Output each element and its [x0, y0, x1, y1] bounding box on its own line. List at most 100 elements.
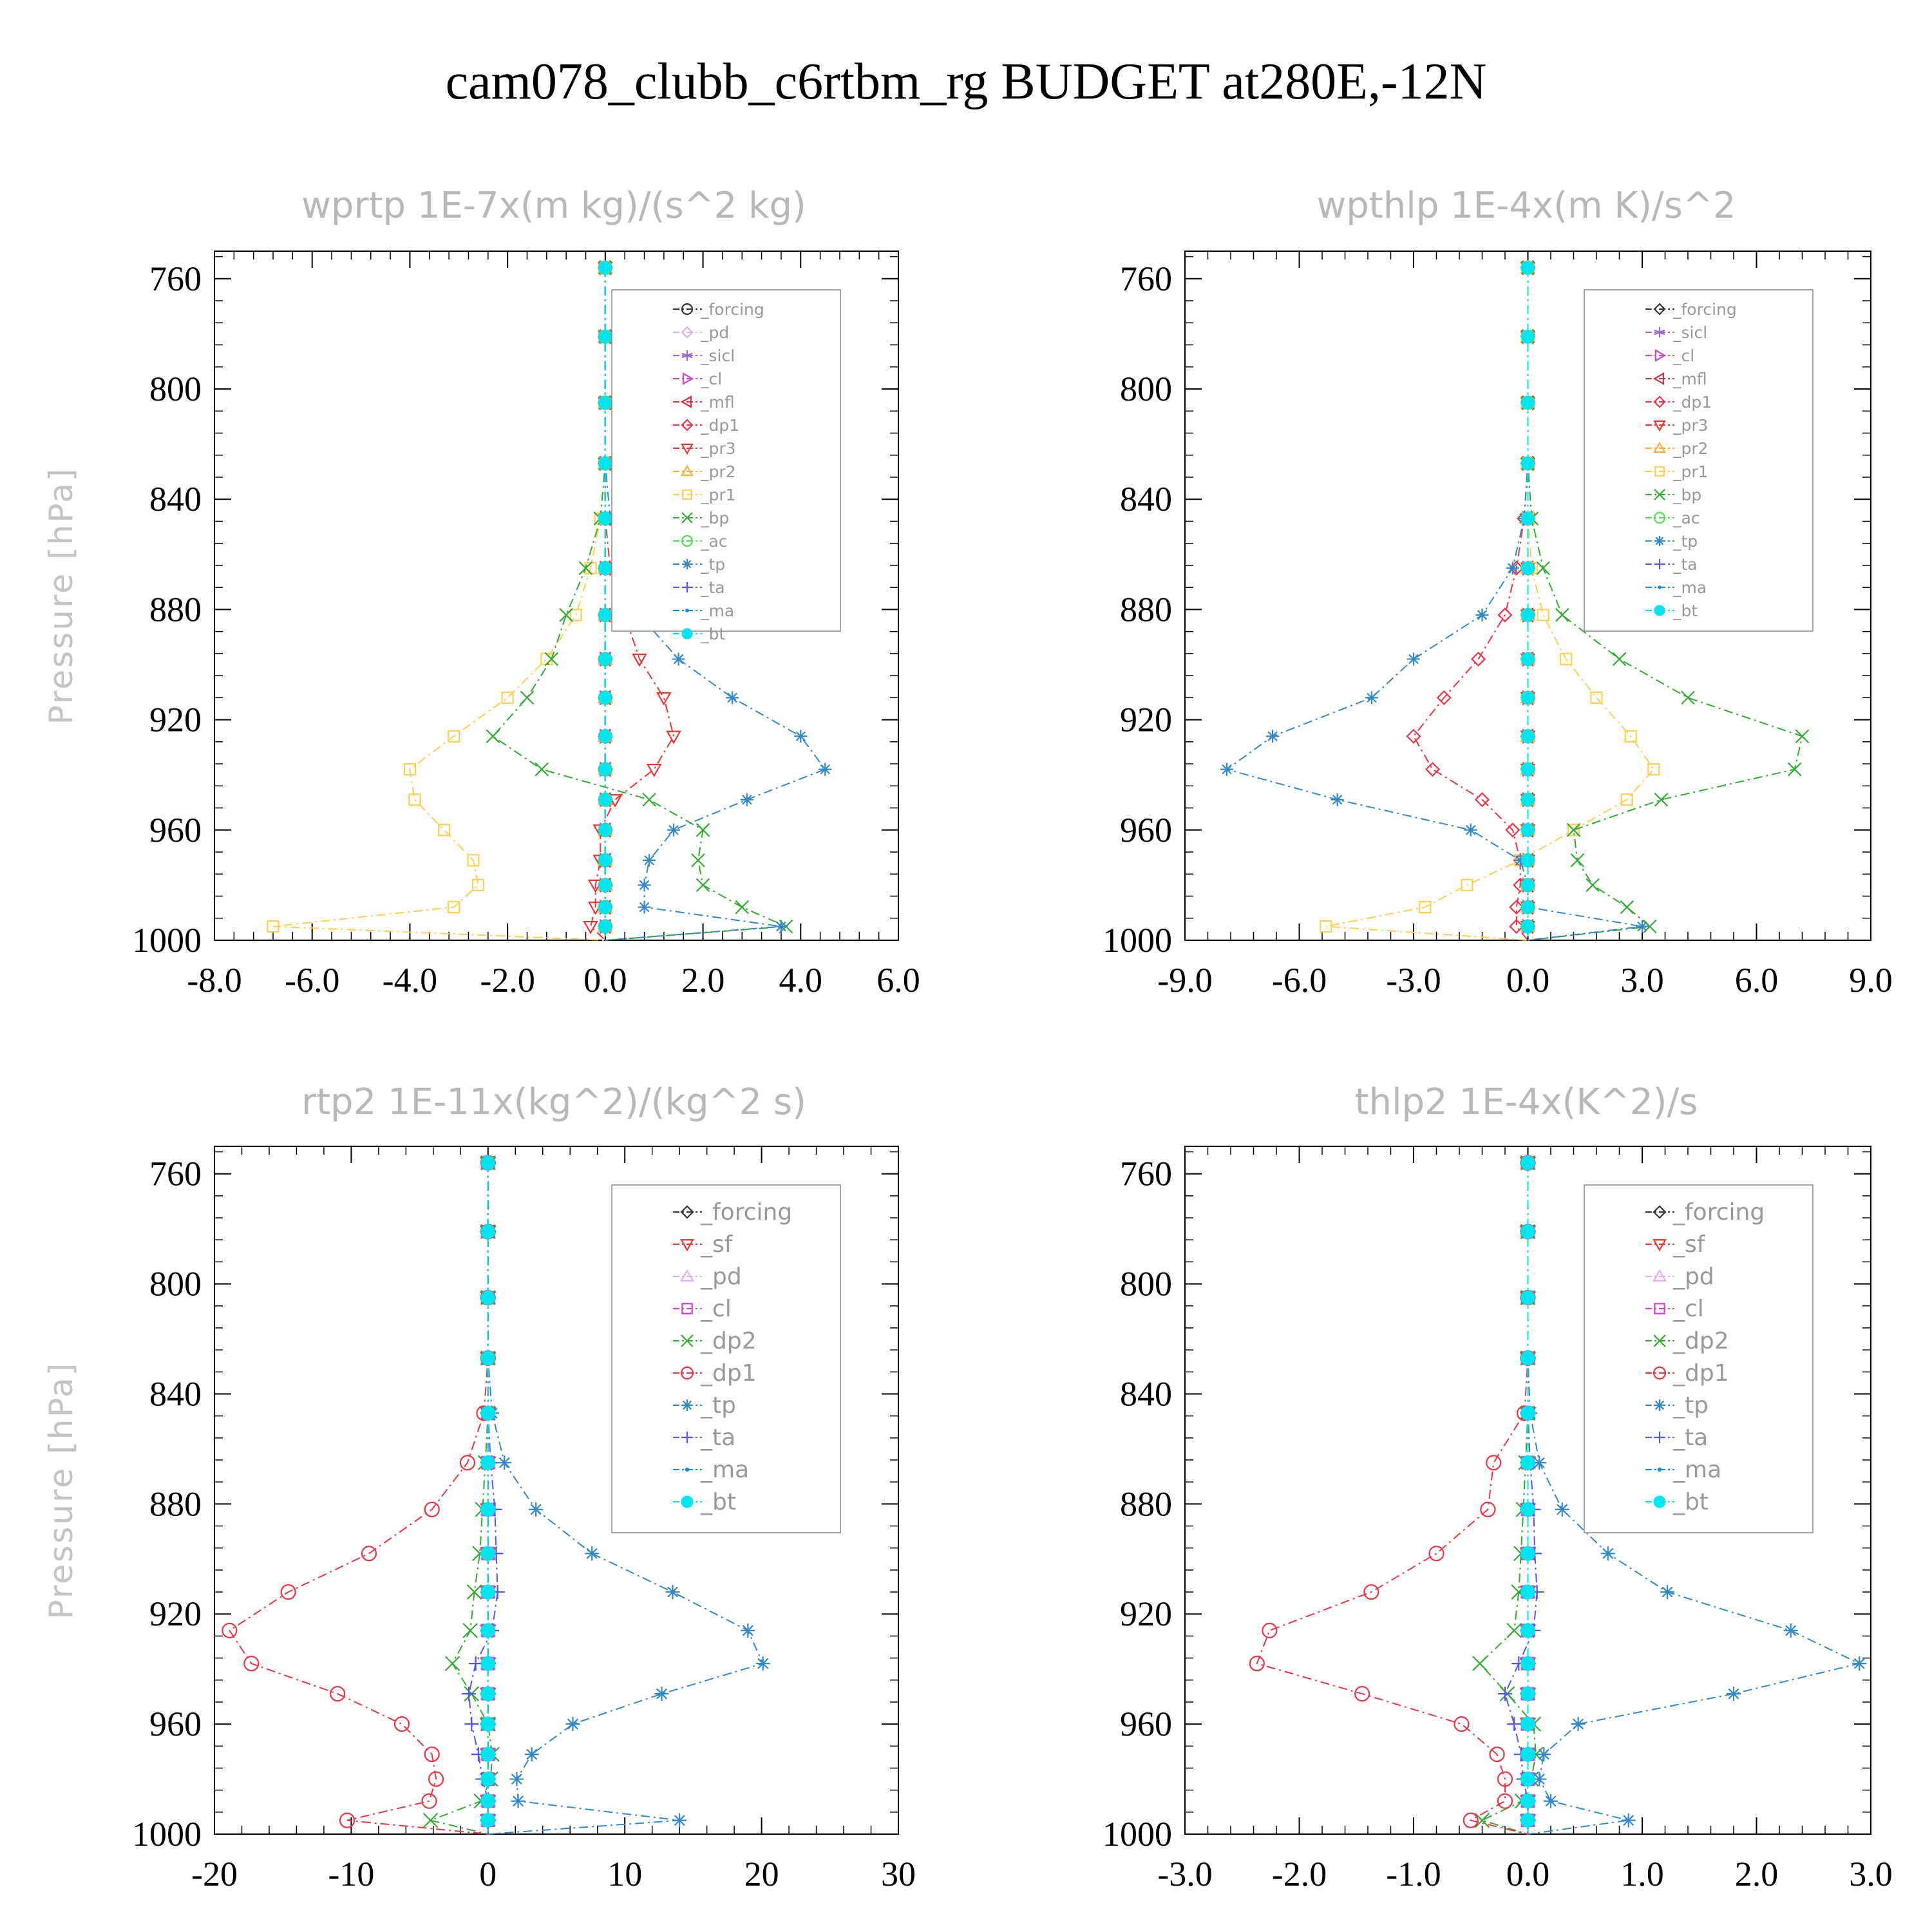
- x-tick-label: -3.0: [1157, 1855, 1212, 1893]
- data-point: [535, 762, 549, 777]
- data-point: [1560, 652, 1573, 666]
- legend-label: _dp1: [700, 1360, 757, 1387]
- y-tick-label: 840: [149, 480, 202, 518]
- data-point: [598, 457, 612, 471]
- data-point: [480, 1813, 496, 1828]
- data-point: [666, 730, 681, 744]
- data-point: [408, 793, 421, 806]
- legend-item: _dp1: [673, 416, 739, 435]
- legend-item: _pr3: [1645, 416, 1709, 435]
- legend-label: _bt: [1672, 601, 1698, 620]
- legend: _forcing _sf _pd _cl _dp2 _dp1 _tp _ta _ma _bt: [1584, 1184, 1814, 1533]
- legend-box: [611, 1184, 841, 1533]
- x-tick-label: 30: [881, 1855, 916, 1893]
- data-point: [1520, 1350, 1535, 1366]
- data-point: [1406, 728, 1421, 744]
- data-point: [1320, 920, 1332, 933]
- data-point: [819, 762, 832, 776]
- y-tick-label: 960: [1120, 1705, 1172, 1743]
- data-point: [1654, 1432, 1665, 1443]
- data-point: [1428, 1546, 1444, 1562]
- data-point: [1521, 823, 1535, 837]
- data-point: [529, 1502, 544, 1517]
- data-point: [480, 1656, 496, 1671]
- data-point: [638, 900, 651, 914]
- legend-label: _bp: [1672, 486, 1701, 504]
- y-tick-label: 800: [1120, 370, 1172, 408]
- data-point: [681, 443, 694, 455]
- legend-label: _ma: [700, 1457, 749, 1483]
- data-point: [1787, 762, 1802, 777]
- legend-item: _pr1: [1645, 462, 1709, 481]
- data-point: [509, 1772, 524, 1786]
- series-ta: [1498, 1155, 1544, 1834]
- y-axis-label: Pressure [hPa]: [43, 467, 80, 725]
- data-point: [598, 330, 612, 344]
- series-line: [589, 267, 675, 941]
- y-tick-label: 920: [149, 701, 202, 739]
- data-point: [480, 1350, 496, 1366]
- y-tick-label: 1000: [1103, 921, 1172, 960]
- data-point: [681, 1432, 693, 1443]
- y-tick-label: 920: [149, 1595, 202, 1633]
- legend-label: _mfl: [700, 393, 735, 412]
- x-tick-label: 9.0: [1849, 961, 1893, 999]
- data-point: [1544, 1794, 1558, 1808]
- data-point: [578, 561, 593, 575]
- x-tick-label: 10: [607, 1855, 642, 1893]
- data-point: [1249, 1656, 1265, 1672]
- data-point: [665, 1585, 680, 1600]
- legend-label: _tp: [700, 1392, 736, 1419]
- legend-item: _dp1: [1645, 393, 1712, 412]
- data-point: [1653, 511, 1666, 524]
- data-point: [468, 1656, 483, 1671]
- data-point: [696, 878, 710, 893]
- legend-label: _ta: [700, 1425, 735, 1451]
- data-point: [681, 303, 694, 316]
- data-point: [685, 1467, 690, 1472]
- legend-item: _forcing: [1645, 300, 1737, 319]
- data-point: [501, 691, 514, 704]
- data-point: [480, 1623, 496, 1638]
- data-point: [222, 1622, 238, 1638]
- data-point: [1474, 792, 1490, 808]
- data-point: [598, 690, 612, 705]
- data-point: [1262, 1622, 1278, 1638]
- data-point: [1520, 1224, 1535, 1239]
- data-point: [472, 878, 485, 892]
- data-point: [1331, 793, 1344, 806]
- legend-label: _pr3: [1672, 416, 1709, 435]
- data-point: [1436, 690, 1452, 705]
- data-point: [1521, 853, 1535, 867]
- data-point: [681, 350, 693, 361]
- x-tick-label: 2.0: [681, 961, 725, 999]
- y-tick-label: 880: [1120, 590, 1172, 629]
- data-point: [1657, 1467, 1662, 1472]
- data-point: [1475, 608, 1489, 621]
- legend-label: _forcing: [1672, 300, 1737, 319]
- data-point: [559, 608, 573, 622]
- data-point: [1727, 1687, 1741, 1701]
- data-point: [1647, 763, 1660, 776]
- data-point: [480, 1455, 496, 1470]
- series-pr1: [267, 261, 612, 941]
- x-tick-label: 3.0: [1620, 961, 1664, 999]
- legend-label: _cl: [700, 370, 722, 388]
- x-tick-label: 0.0: [583, 961, 627, 999]
- data-point: [1654, 792, 1669, 807]
- legend-item: _forcing: [1645, 1199, 1765, 1226]
- legend-label: _ta: [1672, 1425, 1708, 1451]
- data-point: [794, 730, 808, 743]
- data-point: [1506, 1623, 1522, 1638]
- data-point: [1521, 900, 1535, 914]
- data-point: [1520, 1455, 1535, 1470]
- legend-label: _sicl: [700, 346, 735, 365]
- data-point: [735, 900, 750, 914]
- data-point: [544, 652, 559, 667]
- legend-item: _ac: [673, 532, 728, 551]
- legend-label: _pr2: [1672, 439, 1709, 458]
- legend-item: _bp: [673, 509, 729, 527]
- series-dp1: [222, 1155, 496, 1835]
- data-point: [598, 900, 612, 914]
